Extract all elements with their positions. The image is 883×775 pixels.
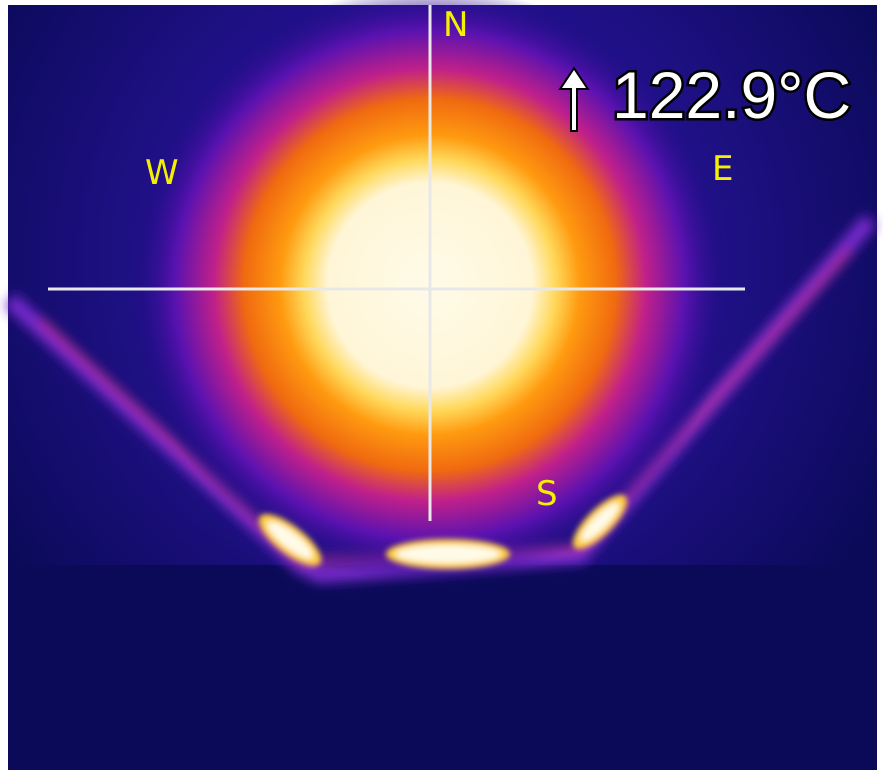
north-label: N (443, 5, 468, 45)
temperature-reading: 122.9°C (612, 58, 851, 132)
thermal-image: N W E S 122.9°C (0, 0, 883, 775)
south-label: S (536, 474, 558, 514)
east-label: E (712, 149, 733, 189)
west-label: W (145, 153, 179, 193)
